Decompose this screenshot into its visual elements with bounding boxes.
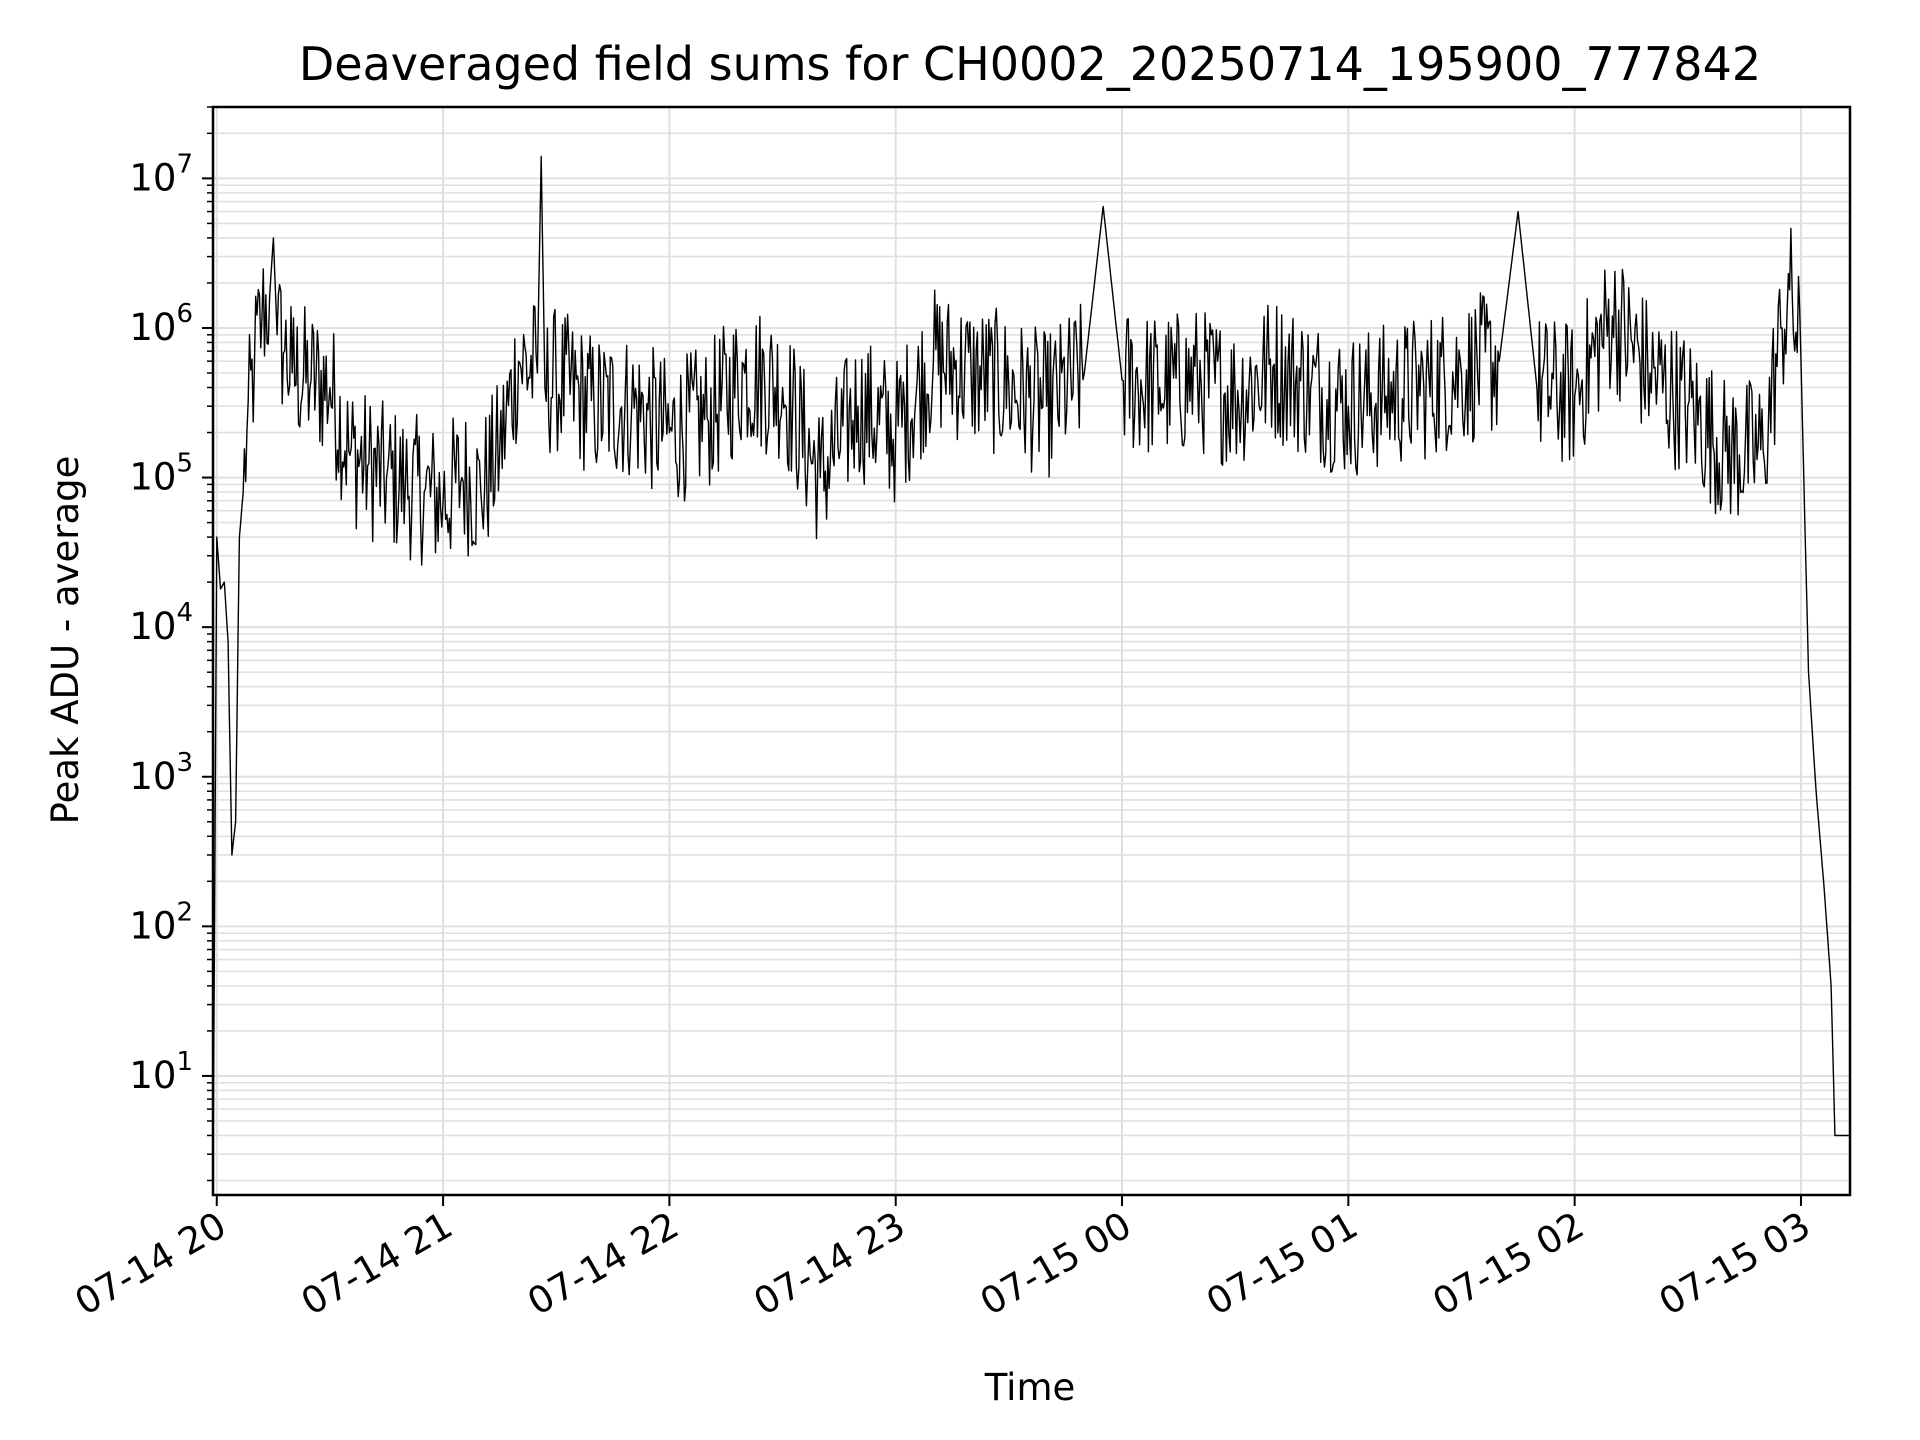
y-axis-label: Peak ADU - average [44,456,87,825]
series-layer [212,155,1850,1181]
minor-gridlines [213,106,1850,1182]
y-tick-label: 102 [129,897,193,947]
y-tick-label: 107 [129,149,193,199]
y-tick-label: 103 [129,748,193,798]
y-tick-label: 106 [129,299,193,349]
series-line [212,155,1850,1181]
y-tick-label: 105 [129,449,193,499]
chart-title: Deaveraged field sums for CH0002_2025071… [299,37,1761,91]
x-axis-label: Time [984,1366,1076,1409]
y-tick-label: 104 [129,598,193,648]
y-tick-label: 101 [129,1047,193,1097]
major-gridlines [213,107,1850,1195]
y-axis-ticks: 101 102 103 104 105 106 107 [129,106,213,1182]
